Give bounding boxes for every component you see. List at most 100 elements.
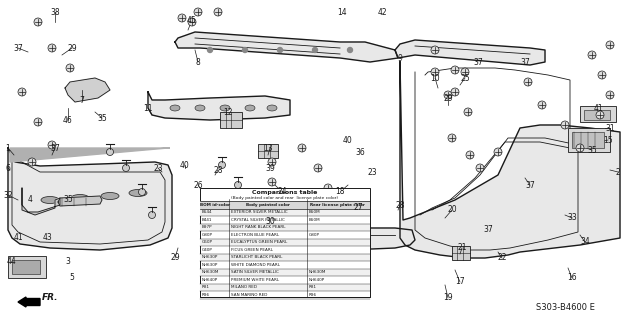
- Ellipse shape: [195, 105, 205, 111]
- Bar: [580, 106, 616, 122]
- Text: 37: 37: [483, 226, 493, 235]
- Text: R96: R96: [309, 293, 317, 297]
- Circle shape: [596, 111, 604, 119]
- Circle shape: [598, 71, 606, 79]
- Circle shape: [431, 46, 439, 54]
- Text: 46: 46: [63, 116, 73, 124]
- Text: 14: 14: [337, 7, 347, 17]
- Text: 3: 3: [65, 258, 70, 267]
- Circle shape: [34, 118, 42, 126]
- Circle shape: [214, 8, 222, 16]
- Text: 17: 17: [455, 277, 465, 286]
- Text: 26: 26: [193, 180, 203, 189]
- Bar: [220, 112, 242, 128]
- Text: WHITE DIAMOND PEARL: WHITE DIAMOND PEARL: [231, 263, 280, 267]
- Text: NH630M: NH630M: [202, 270, 219, 274]
- Circle shape: [148, 212, 156, 219]
- Bar: [452, 246, 470, 260]
- Polygon shape: [395, 40, 545, 65]
- Ellipse shape: [101, 193, 119, 199]
- Text: NH640P: NH640P: [309, 278, 325, 282]
- Text: STARLICHT BLACK PEARL: STARLICHT BLACK PEARL: [231, 255, 283, 259]
- Text: 45: 45: [187, 15, 197, 25]
- Text: 37: 37: [50, 143, 60, 153]
- Text: (Body painted color and rear  license plate color): (Body painted color and rear license pla…: [232, 196, 338, 200]
- Polygon shape: [22, 188, 60, 215]
- Text: 22: 22: [497, 253, 507, 262]
- Text: 6: 6: [6, 164, 11, 172]
- Text: 33: 33: [567, 213, 577, 222]
- Bar: [584, 110, 610, 120]
- Text: 41: 41: [13, 234, 23, 243]
- Text: 9: 9: [398, 53, 403, 62]
- Text: 37: 37: [525, 180, 535, 189]
- Circle shape: [219, 162, 225, 169]
- Text: NH630P: NH630P: [202, 263, 219, 267]
- Text: 24: 24: [277, 188, 287, 196]
- Ellipse shape: [245, 105, 255, 111]
- Text: 40: 40: [343, 135, 353, 145]
- Circle shape: [194, 8, 202, 16]
- Text: MILANO RED: MILANO RED: [231, 285, 257, 289]
- Ellipse shape: [41, 196, 59, 204]
- Text: 29: 29: [443, 93, 453, 102]
- Text: 16: 16: [567, 274, 577, 283]
- Circle shape: [268, 178, 276, 186]
- Text: BOM id-color: BOM id-color: [200, 203, 230, 207]
- Ellipse shape: [220, 105, 230, 111]
- Polygon shape: [175, 32, 398, 62]
- Circle shape: [48, 44, 56, 52]
- Circle shape: [451, 88, 459, 96]
- Bar: [200, 209, 370, 216]
- Text: 5: 5: [70, 274, 75, 283]
- Polygon shape: [148, 92, 290, 120]
- Text: 38: 38: [50, 7, 60, 17]
- Text: 8: 8: [196, 58, 200, 67]
- Text: 36: 36: [355, 148, 365, 156]
- Circle shape: [34, 18, 42, 26]
- Text: B50M: B50M: [309, 210, 321, 214]
- Text: 23: 23: [367, 167, 377, 177]
- Text: 39: 39: [265, 164, 275, 172]
- Text: B50M: B50M: [309, 218, 321, 222]
- Text: SATIN SILVER METALLIC: SATIN SILVER METALLIC: [231, 270, 279, 274]
- Circle shape: [178, 14, 186, 22]
- Bar: [200, 188, 370, 297]
- Circle shape: [268, 158, 276, 166]
- Circle shape: [122, 164, 129, 172]
- Circle shape: [448, 134, 456, 142]
- Text: 29: 29: [67, 44, 77, 52]
- Circle shape: [461, 68, 469, 76]
- Text: 11: 11: [143, 103, 153, 113]
- Text: 40: 40: [180, 161, 190, 170]
- Text: ELECTRON BLUE PEARL: ELECTRON BLUE PEARL: [231, 233, 279, 237]
- Circle shape: [139, 188, 146, 196]
- Text: Comparisons table: Comparisons table: [252, 190, 318, 195]
- Text: R81: R81: [309, 285, 317, 289]
- Text: Body painted color: Body painted color: [247, 203, 291, 207]
- Circle shape: [494, 148, 502, 156]
- Polygon shape: [10, 148, 170, 162]
- Circle shape: [476, 164, 484, 172]
- Text: 42: 42: [377, 7, 387, 17]
- Bar: [8, 256, 46, 278]
- Text: 28: 28: [214, 165, 223, 174]
- Text: NH640P: NH640P: [202, 278, 219, 282]
- Circle shape: [234, 181, 242, 188]
- Bar: [12, 260, 40, 274]
- Circle shape: [606, 41, 614, 49]
- Bar: [572, 132, 604, 148]
- Text: R81: R81: [202, 285, 210, 289]
- Text: 25: 25: [460, 74, 470, 83]
- Polygon shape: [8, 148, 172, 250]
- Text: 41: 41: [593, 103, 603, 113]
- Circle shape: [278, 47, 283, 52]
- Text: Rear license plate color: Rear license plate color: [310, 203, 365, 207]
- Circle shape: [313, 47, 318, 52]
- Ellipse shape: [170, 105, 180, 111]
- Polygon shape: [65, 78, 110, 102]
- Text: EXTERIOR SILVER METALLIC: EXTERIOR SILVER METALLIC: [231, 210, 288, 214]
- Polygon shape: [400, 62, 620, 258]
- Bar: [568, 128, 610, 152]
- Polygon shape: [220, 228, 415, 255]
